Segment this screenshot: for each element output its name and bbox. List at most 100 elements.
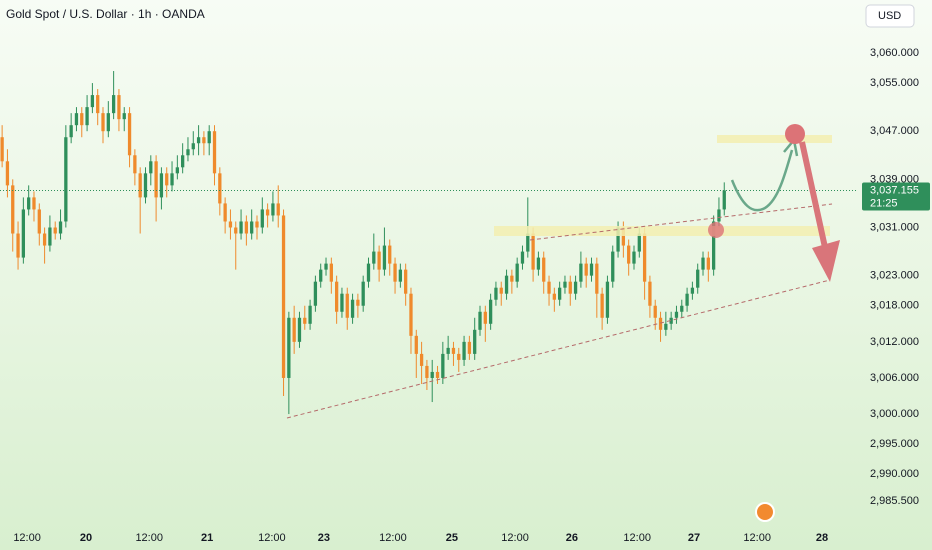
candle-body (404, 269, 408, 294)
candle-body (202, 137, 206, 144)
projected-path (730, 149, 794, 212)
y-tick-label: 2,990.000 (870, 468, 919, 480)
x-tick-label: 23 (318, 532, 330, 544)
candle-body (212, 131, 217, 174)
candle-body (340, 293, 344, 312)
candle-body (303, 317, 307, 324)
candle-body (600, 293, 604, 318)
candle-body (451, 347, 456, 354)
candle-body (122, 113, 126, 120)
currency-button[interactable] (865, 4, 915, 28)
countdown-label: 21:25 (870, 197, 898, 209)
y-tick-label: 2,985.500 (870, 495, 919, 507)
candle-body (531, 233, 535, 270)
candle-body (526, 233, 530, 252)
candle-body (196, 137, 201, 144)
x-tick-label: 21 (201, 532, 213, 544)
y-tick-label: 2,995.000 (870, 438, 919, 450)
candle-body (117, 95, 121, 120)
candle-body (701, 257, 705, 270)
candle-body (430, 371, 434, 378)
candle-body (181, 155, 185, 168)
candle-body (218, 173, 222, 204)
candle-body (398, 269, 403, 282)
candle-body (664, 323, 668, 330)
candle-body (595, 263, 599, 294)
candle-body (520, 251, 525, 264)
currency-label[interactable]: USD (878, 10, 901, 22)
candle-body (696, 269, 700, 288)
candle-body (642, 233, 647, 282)
candle-body (558, 287, 562, 300)
candle-body (542, 257, 546, 282)
candle-body (409, 293, 413, 336)
last-price-label: 3,037.155 (870, 184, 919, 196)
y-tick-label: 3,006.000 (870, 372, 919, 384)
y-tick-label: 3,047.000 (870, 125, 919, 137)
candle-body (16, 233, 20, 258)
x-tick-label: 12:00 (13, 532, 41, 544)
candle-body (85, 107, 89, 126)
candle-body (722, 190, 726, 210)
candle-body (494, 287, 498, 300)
candle-body (685, 293, 689, 306)
candle-body (419, 353, 424, 366)
y-tick-label: 3,012.000 (870, 336, 919, 348)
event-icon[interactable] (755, 502, 775, 522)
candle-body (382, 245, 387, 270)
y-tick-label: 3,018.000 (870, 300, 919, 312)
candle-body (706, 257, 710, 270)
candle-body (165, 173, 169, 186)
candle-body (637, 233, 641, 252)
candle-body (632, 251, 636, 264)
candle-body (265, 209, 270, 216)
target-zone (717, 135, 832, 143)
candle-body (361, 281, 365, 306)
candle-body (680, 305, 684, 312)
candle-body (329, 263, 333, 282)
y-tick-label: 3,031.000 (870, 221, 919, 233)
candle-body (350, 299, 355, 318)
break-marker (708, 222, 724, 238)
candle-body (21, 209, 26, 258)
candle-body (319, 269, 323, 282)
candle-body (313, 281, 318, 306)
candle-body (234, 227, 238, 234)
candle-body (297, 317, 302, 342)
candle-body (133, 155, 137, 174)
candle-body (287, 317, 291, 378)
candle-body (244, 221, 249, 234)
candle-body (37, 209, 41, 234)
y-tick-label: 3,055.000 (870, 77, 919, 89)
candle-body (563, 281, 567, 288)
support-trendline (286, 279, 831, 419)
candle-body (175, 167, 179, 174)
candle-body (292, 317, 296, 342)
candle-body (5, 161, 10, 186)
candle-body (101, 113, 105, 132)
candle-body (207, 131, 211, 144)
target-marker (785, 124, 805, 144)
x-tick-label: 20 (80, 532, 92, 544)
candle-body (536, 257, 541, 270)
drop-arrowhead (812, 240, 840, 282)
candle-body (334, 281, 339, 312)
y-tick-label: 3,023.000 (870, 270, 919, 282)
candle-body (584, 263, 588, 276)
candle-body (324, 263, 328, 270)
y-tick-label: 3,060.000 (870, 47, 919, 59)
resistance-zone (494, 226, 830, 236)
candle-body (483, 311, 487, 324)
chart-title: Gold Spot / U.S. Dollar · 1h · OANDA (6, 7, 205, 21)
candle-body (504, 275, 509, 294)
candle-body (690, 287, 695, 294)
x-tick-label: 26 (566, 532, 578, 544)
candle-body (250, 221, 254, 234)
x-tick-label: 12:00 (623, 532, 651, 544)
candle-body (457, 353, 461, 360)
candle-body (0, 137, 4, 162)
candle-body (186, 149, 190, 156)
candle-body (80, 113, 84, 126)
candle-body (276, 203, 280, 216)
